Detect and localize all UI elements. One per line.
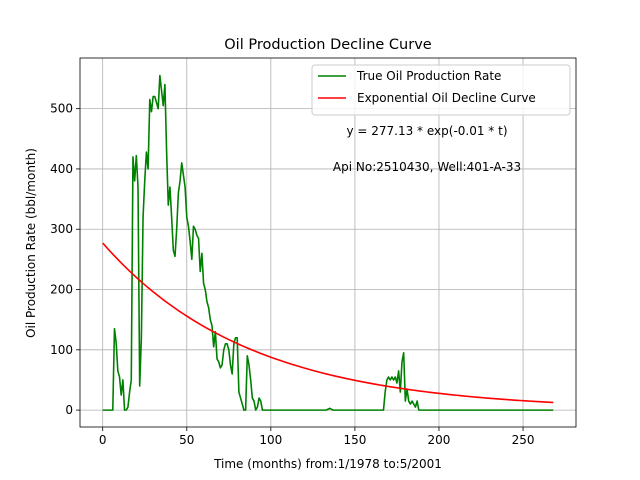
- x-tick-label: 0: [99, 433, 107, 447]
- well-annotation: Api No:2510430, Well:401-A-33: [333, 160, 521, 174]
- x-tick-label: 50: [179, 433, 194, 447]
- y-tick-label: 500: [50, 102, 73, 116]
- y-tick-label: 300: [50, 222, 73, 236]
- series-true-oil-rate-line: [102, 74, 554, 411]
- legend-label-exponential-decline: Exponential Oil Decline Curve: [357, 91, 536, 105]
- legend-label-true-oil-rate: True Oil Production Rate: [356, 69, 501, 83]
- equation-annotation: y = 277.13 * exp(-0.01 * t): [346, 124, 507, 138]
- series-exponential-decline-line: [102, 242, 554, 404]
- x-axis-label: Time (months) from:1/1978 to:5/2001: [213, 457, 442, 471]
- x-tick-label: 200: [428, 433, 451, 447]
- x-tick-label: 100: [259, 433, 282, 447]
- axis-tick-labels: 0 50 100 150 200 250 0 100 200 300 400 500: [50, 102, 534, 447]
- x-tick-label: 150: [343, 433, 366, 447]
- y-tick-label: 100: [50, 343, 73, 357]
- y-axis-label: Oil Production Rate (bbl/month): [24, 148, 38, 338]
- y-tick-label: 200: [50, 283, 73, 297]
- gridlines: [80, 58, 576, 427]
- y-tick-label: 0: [65, 403, 73, 417]
- x-tick-label: 250: [512, 433, 535, 447]
- series-layer: [102, 74, 554, 411]
- chart-title: Oil Production Decline Curve: [224, 37, 432, 53]
- axis-ticks: [76, 108, 524, 431]
- legend: True Oil Production Rate Exponential Oil…: [311, 64, 571, 116]
- plot-frame: [79, 57, 577, 428]
- legend-box: [311, 64, 571, 116]
- y-tick-label: 400: [50, 162, 73, 176]
